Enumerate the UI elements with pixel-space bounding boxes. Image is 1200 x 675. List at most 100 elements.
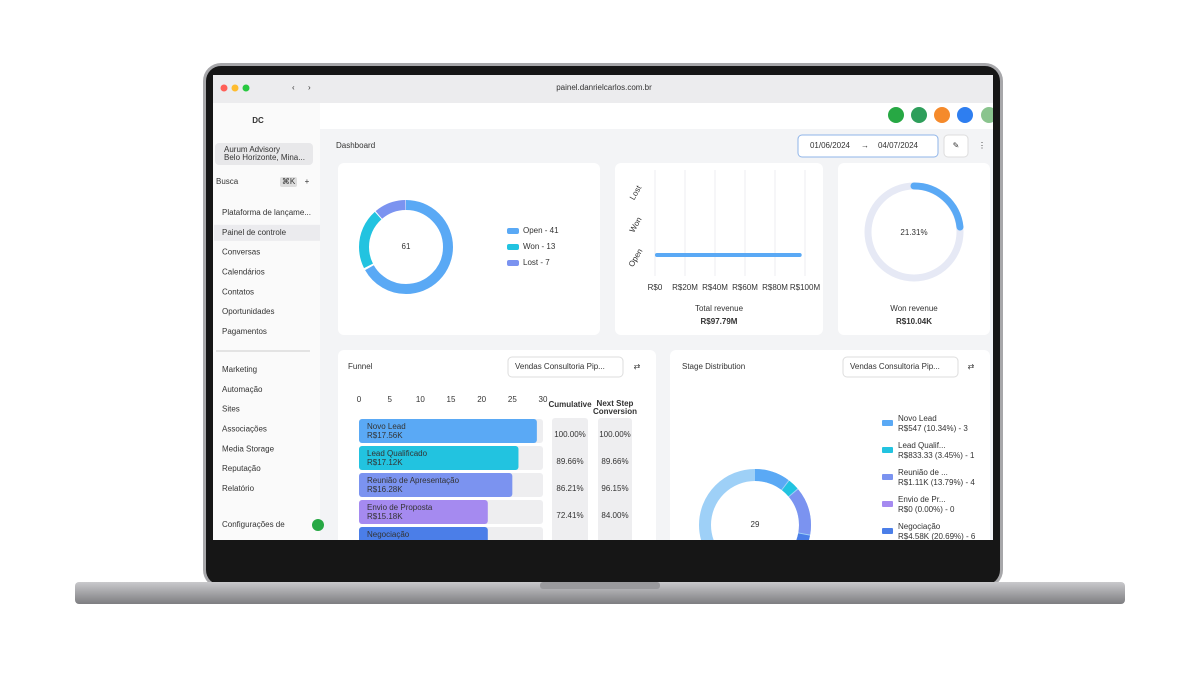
search[interactable]: Busca	[216, 177, 239, 186]
stage-amount: R$15.18K	[367, 512, 403, 521]
axis-tick-label: 25	[508, 395, 517, 404]
date-range[interactable]	[797, 134, 939, 158]
help-button[interactable]	[957, 107, 973, 123]
pipeline-select-text: Vendas Consultoria Pip...	[515, 362, 605, 371]
legend-name: Lead Qualif...	[898, 441, 946, 450]
legend-detail: R$1.11K (13.79%) - 4	[898, 478, 975, 487]
menu-item[interactable]: Plataforma de lançame...	[222, 208, 311, 217]
menu-item[interactable]: Relatório	[222, 484, 255, 493]
axis-tick-label: 15	[447, 395, 456, 404]
more-icon[interactable]: ⋮	[978, 141, 986, 150]
menu-item[interactable]: Contatos	[222, 287, 254, 296]
swatch	[507, 244, 519, 250]
funnel-bar	[359, 527, 488, 540]
x-tick-label: R$0	[648, 283, 663, 292]
date-from: 01/06/2024	[810, 141, 851, 150]
menu-item[interactable]: Associações	[222, 425, 267, 434]
settings-link[interactable]: Configurações de	[222, 520, 285, 529]
menu-item[interactable]: Sites	[222, 405, 240, 414]
stage-name: Lead Qualificado	[367, 449, 428, 458]
stage-title: Stage Distribution	[682, 362, 745, 371]
top-bar	[320, 103, 993, 129]
collapse-button[interactable]	[312, 519, 324, 531]
menu-item[interactable]: Automação	[222, 385, 263, 394]
swatch	[882, 447, 893, 453]
axis-tick-label: 20	[477, 395, 486, 404]
back-icon[interactable]: ‹	[292, 83, 295, 92]
edit-icon: ✎	[953, 141, 960, 150]
menu-item[interactable]: Painel de controle	[222, 228, 287, 237]
menu-item[interactable]: Pagamentos	[222, 327, 267, 336]
swatch	[882, 501, 893, 507]
axis-tick-label: 0	[357, 395, 362, 404]
base-notch	[540, 582, 660, 589]
pipeline-select[interactable]	[842, 356, 959, 378]
screen: ‹ › painel.danrielcarlos.com.br DC Aurum…	[213, 75, 997, 541]
legend-detail: R$4.58K (20.69%) - 6	[898, 532, 976, 541]
pipeline-select[interactable]	[507, 356, 624, 378]
arrow: →	[861, 141, 869, 150]
stage-amount: R$17.56K	[367, 431, 403, 440]
funnel-bar	[359, 446, 519, 470]
card-opportunities	[338, 163, 600, 335]
url[interactable]: painel.danrielcarlos.com.br	[556, 83, 652, 92]
legend-detail: R$547 (10.34%) - 3	[898, 424, 968, 433]
conversion-value: 100.00%	[599, 430, 631, 439]
x-tick-label: R$60M	[732, 283, 758, 292]
phone-button[interactable]	[888, 107, 904, 123]
announce-button[interactable]	[911, 107, 927, 123]
x-tick-label: R$100M	[790, 283, 821, 292]
edit-button[interactable]	[943, 134, 969, 158]
won-label: Won revenue	[890, 304, 938, 313]
search-shortcut: ⌘K	[282, 177, 296, 186]
cumulative-value: 89.66%	[556, 457, 583, 466]
stage-arc	[699, 469, 811, 540]
stage-name: Negociação	[367, 530, 410, 539]
swap-icon[interactable]: ⇄	[968, 362, 975, 371]
column-header: Cumulative	[548, 400, 592, 409]
menu-item[interactable]: Marketing	[222, 365, 257, 374]
logo: DC	[252, 116, 264, 125]
stage-name: Novo Lead	[367, 422, 406, 431]
conversion-value: 89.66%	[601, 457, 628, 466]
cumulative-column	[552, 418, 588, 540]
axis-tick-label: 30	[539, 395, 548, 404]
forward-icon[interactable]: ›	[308, 83, 311, 92]
stage-donut	[699, 469, 811, 540]
avatar[interactable]	[981, 107, 997, 123]
column-header: Next Step	[597, 399, 634, 408]
revenue-label: Total revenue	[695, 304, 744, 313]
add-icon[interactable]: +	[305, 177, 310, 186]
pipeline-select-text: Vendas Consultoria Pip...	[850, 362, 940, 371]
legend-label: Won - 13	[523, 242, 556, 251]
page-title: Dashboard	[336, 141, 375, 150]
cumulative-value: 86.21%	[556, 484, 583, 493]
funnel-bar	[359, 419, 537, 443]
menu-item[interactable]: Calendários	[222, 268, 265, 277]
opportunity-donut	[359, 200, 453, 294]
x-tick-label: R$80M	[762, 283, 788, 292]
legend-detail: R$0 (0.00%) - 0	[898, 505, 955, 514]
close-dot[interactable]	[220, 84, 228, 92]
opportunity-total: 61	[402, 242, 411, 251]
browser-toolbar	[213, 75, 993, 103]
x-tick-label: R$20M	[672, 283, 698, 292]
minimize-dot[interactable]	[231, 84, 239, 92]
account-location: Belo Horizonte, Mina...	[224, 153, 305, 162]
swatch	[507, 260, 519, 266]
open-arc	[359, 200, 453, 294]
swap-icon[interactable]: ⇄	[634, 362, 641, 371]
account-switcher[interactable]	[215, 143, 313, 165]
menu-item[interactable]: Reputação	[222, 464, 261, 473]
menu-item[interactable]: Oportunidades	[222, 307, 274, 316]
legend-name: Negociação	[898, 522, 941, 531]
axis-tick-label: 5	[387, 395, 392, 404]
laptop-base	[75, 582, 1125, 604]
revenue-bar	[655, 253, 802, 257]
zoom-dot[interactable]	[242, 84, 250, 92]
x-tick-label: R$40M	[702, 283, 728, 292]
menu-item[interactable]: Conversas	[222, 248, 260, 257]
notifications-button[interactable]	[934, 107, 950, 123]
menu-item[interactable]: Media Storage	[222, 444, 275, 453]
